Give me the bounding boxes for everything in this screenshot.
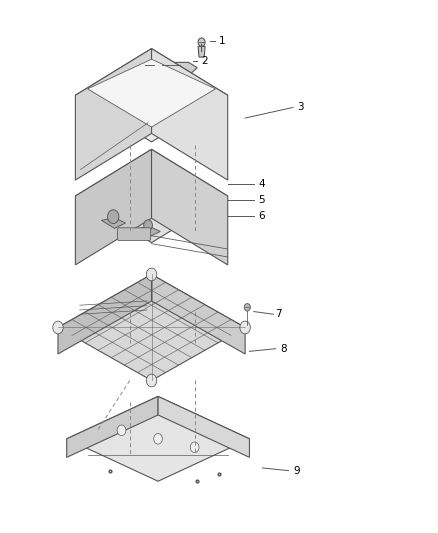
Circle shape [190, 442, 199, 453]
Polygon shape [152, 149, 228, 265]
Circle shape [146, 374, 157, 387]
Polygon shape [58, 274, 245, 381]
Polygon shape [198, 46, 205, 57]
Polygon shape [132, 62, 197, 76]
Polygon shape [152, 274, 245, 354]
FancyBboxPatch shape [117, 228, 151, 240]
Polygon shape [75, 49, 228, 142]
Circle shape [108, 210, 119, 223]
Circle shape [154, 433, 162, 444]
Text: 3: 3 [297, 102, 304, 112]
Circle shape [198, 38, 205, 46]
Circle shape [53, 321, 63, 334]
Polygon shape [58, 274, 152, 354]
Circle shape [240, 321, 251, 334]
Polygon shape [75, 149, 152, 265]
Polygon shape [88, 59, 215, 127]
Polygon shape [67, 397, 250, 481]
Text: 1: 1 [219, 36, 226, 46]
Text: 2: 2 [201, 56, 208, 66]
Polygon shape [75, 49, 152, 180]
Text: 9: 9 [293, 466, 300, 475]
Polygon shape [102, 217, 125, 228]
Polygon shape [158, 397, 250, 457]
Text: 7: 7 [276, 309, 282, 319]
Circle shape [146, 268, 157, 281]
Text: 8: 8 [280, 344, 286, 354]
Polygon shape [67, 397, 158, 457]
Polygon shape [75, 149, 228, 243]
Text: 4: 4 [258, 179, 265, 189]
Polygon shape [152, 49, 228, 180]
Text: 5: 5 [258, 195, 265, 205]
Polygon shape [136, 226, 160, 237]
Circle shape [144, 220, 152, 230]
Circle shape [244, 304, 251, 311]
Circle shape [117, 425, 126, 435]
Text: 6: 6 [258, 211, 265, 221]
